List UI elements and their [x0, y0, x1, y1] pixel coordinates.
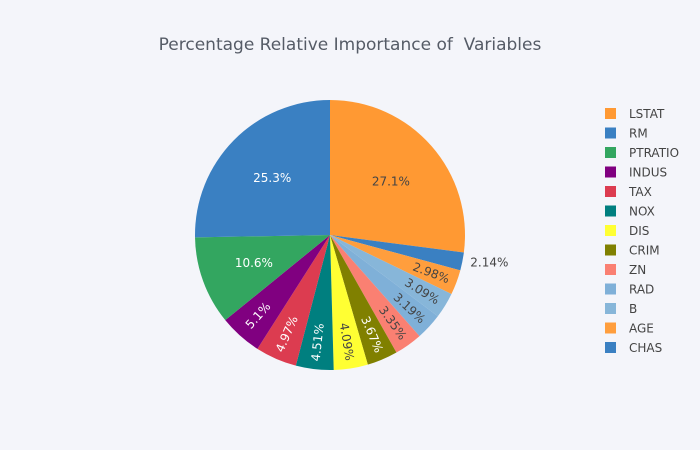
slice-label-chas: 2.14%	[470, 256, 508, 270]
pie-slice-tax[interactable]	[257, 235, 330, 366]
legend-swatch-age[interactable]	[605, 322, 616, 334]
legend-label-rad[interactable]: RAD	[629, 283, 654, 297]
pie-slice-ptratio[interactable]	[195, 235, 330, 321]
legend-label-dis[interactable]: DIS	[629, 224, 649, 238]
slice-label-lstat: 27.1%	[372, 175, 410, 189]
chart-title: Percentage Relative Importance of Variab…	[159, 35, 542, 55]
pie-slice-zn[interactable]	[330, 235, 420, 353]
legend-label-crim[interactable]: CRIM	[629, 244, 660, 258]
legend-label-rm[interactable]: RM	[629, 127, 648, 141]
legend-swatch-b[interactable]	[605, 303, 616, 314]
slice-label-rm: 25.3%	[253, 171, 291, 185]
legend-label-ptratio[interactable]: PTRATIO	[629, 146, 679, 160]
slice-label-nox: 4.51%	[309, 323, 327, 362]
pie-slice-lstat[interactable]	[330, 100, 465, 253]
legend-label-nox[interactable]: NOX	[629, 205, 655, 219]
legend-label-zn[interactable]: ZN	[629, 263, 646, 277]
pie-slice-chas[interactable]	[330, 235, 464, 271]
slice-label-ptratio: 10.6%	[235, 256, 273, 270]
legend-swatch-rad[interactable]	[605, 283, 616, 295]
pie-slice-indus[interactable]	[225, 235, 330, 349]
legend-swatch-dis[interactable]	[605, 225, 616, 236]
legend-swatch-zn[interactable]	[605, 264, 616, 275]
legend-swatch-tax[interactable]	[605, 186, 616, 197]
legend-swatch-rm[interactable]	[605, 127, 616, 139]
slice-label-dis: 4.09%	[337, 322, 357, 362]
pie-slice-crim[interactable]	[330, 235, 397, 365]
legend-label-lstat[interactable]: LSTAT	[629, 107, 665, 121]
pie-slice-rm[interactable]	[194, 100, 330, 238]
legend-swatch-lstat[interactable]	[605, 108, 616, 119]
pie-slice-dis[interactable]	[330, 235, 368, 370]
legend: LSTAT RM PTRATIO INDUS TAX NOX DIS CRIM ZN RAD B AG…	[605, 107, 679, 355]
legend-label-chas[interactable]: CHAS	[629, 341, 662, 355]
pie-slice-nox[interactable]	[295, 235, 334, 371]
legend-swatch-indus[interactable]	[605, 166, 616, 178]
legend-swatch-ptratio[interactable]	[605, 147, 616, 158]
legend-label-b[interactable]: B	[629, 302, 637, 316]
legend-swatch-chas[interactable]	[605, 342, 616, 353]
legend-label-tax[interactable]: TAX	[628, 185, 652, 199]
legend-label-indus[interactable]: INDUS	[629, 166, 667, 180]
legend-swatch-nox[interactable]	[605, 205, 616, 217]
pie-slices	[194, 100, 465, 371]
legend-label-age[interactable]: AGE	[629, 322, 654, 336]
pie-slice-age[interactable]	[330, 235, 461, 294]
legend-swatch-crim[interactable]	[605, 244, 616, 256]
pie-slice-rad[interactable]	[330, 235, 438, 337]
pie-slice-b[interactable]	[330, 235, 452, 317]
